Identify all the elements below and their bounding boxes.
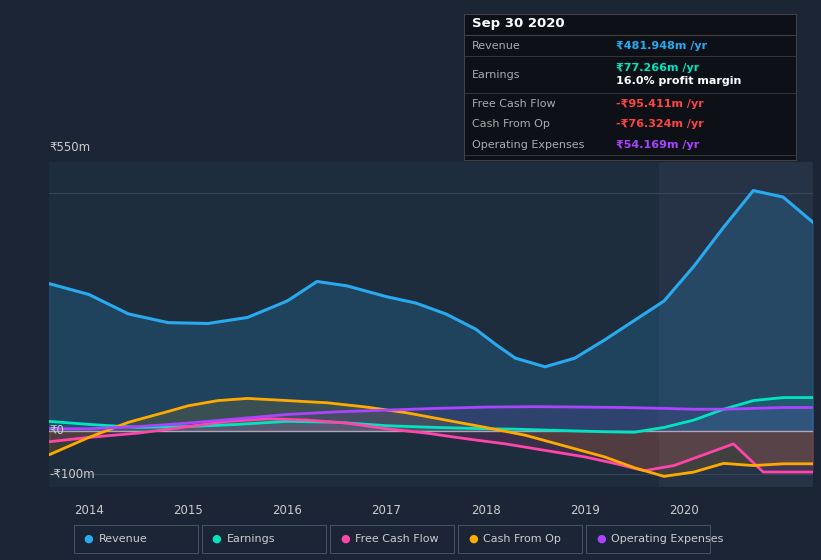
Text: Free Cash Flow: Free Cash Flow (472, 99, 556, 109)
Text: ₹0: ₹0 (49, 424, 64, 437)
Text: Cash From Op: Cash From Op (483, 534, 561, 544)
Text: 2019: 2019 (570, 504, 599, 517)
Text: 16.0% profit margin: 16.0% profit margin (616, 76, 741, 86)
Text: 2020: 2020 (669, 504, 699, 517)
Bar (659, 162, 813, 487)
Text: ₹77.266m /yr: ₹77.266m /yr (616, 63, 699, 73)
Text: 2016: 2016 (273, 504, 302, 517)
Text: Earnings: Earnings (227, 534, 275, 544)
Text: ₹481.948m /yr: ₹481.948m /yr (616, 41, 707, 50)
Text: ●: ● (340, 534, 350, 544)
Text: Operating Expenses: Operating Expenses (472, 140, 585, 150)
Text: Operating Expenses: Operating Expenses (611, 534, 723, 544)
Text: Revenue: Revenue (472, 41, 521, 50)
Text: ●: ● (84, 534, 94, 544)
Text: -₹95.411m /yr: -₹95.411m /yr (616, 99, 704, 109)
Text: 2014: 2014 (74, 504, 104, 517)
Text: Cash From Op: Cash From Op (472, 119, 550, 129)
Text: ●: ● (468, 534, 478, 544)
Text: ₹550m: ₹550m (49, 141, 90, 154)
Text: ●: ● (212, 534, 222, 544)
Text: ₹54.169m /yr: ₹54.169m /yr (616, 140, 699, 150)
Text: Earnings: Earnings (472, 69, 521, 80)
Text: -₹76.324m /yr: -₹76.324m /yr (616, 119, 704, 129)
Text: ●: ● (596, 534, 606, 544)
Text: 2015: 2015 (173, 504, 203, 517)
Text: Sep 30 2020: Sep 30 2020 (472, 17, 565, 30)
Text: 2018: 2018 (470, 504, 501, 517)
Text: 2017: 2017 (371, 504, 401, 517)
Text: Revenue: Revenue (99, 534, 147, 544)
Text: -₹100m: -₹100m (49, 468, 95, 480)
Text: Free Cash Flow: Free Cash Flow (355, 534, 438, 544)
